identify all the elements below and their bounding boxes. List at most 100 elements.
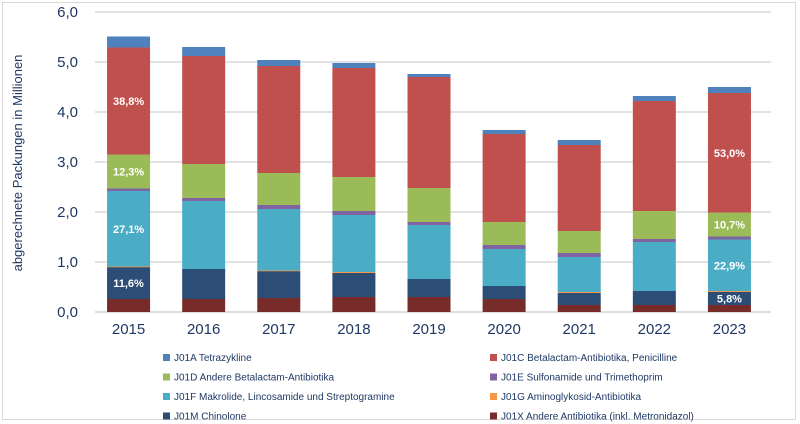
- bar-segment: [332, 272, 376, 273]
- legend-label: J01A Tetrazykline: [174, 353, 252, 364]
- x-tick-label: 2015: [112, 321, 145, 338]
- bar-segment: [182, 164, 226, 198]
- bar-segment: [407, 74, 451, 77]
- legend-swatch: [163, 373, 170, 381]
- data-label: 12,3%: [113, 167, 144, 179]
- bar-segment: [707, 236, 751, 240]
- x-tick-label: 2022: [638, 321, 671, 338]
- bar-segment: [182, 56, 226, 164]
- x-tick-label: 2020: [487, 321, 520, 338]
- bar-segment: [107, 188, 151, 191]
- bar-segment: [107, 299, 151, 312]
- bar-segment: [407, 222, 451, 225]
- legend-swatch: [163, 393, 170, 400]
- x-tick-label: 2023: [713, 321, 746, 338]
- legend-swatch: [490, 393, 497, 400]
- legend-item: J01A Tetrazykline: [163, 353, 252, 364]
- legend-label: J01M Chinolone: [174, 412, 247, 423]
- x-tick-label: 2018: [337, 321, 370, 338]
- data-label: 11,6%: [113, 278, 144, 290]
- bar-segment: [107, 191, 151, 267]
- bar-segment: [632, 96, 676, 101]
- data-label: 5,8%: [717, 294, 742, 306]
- bar-segment: [332, 297, 376, 312]
- bar-segment: [632, 242, 676, 291]
- legend: J01A Tetrazykline J01C Betalactam-Antibio…: [163, 353, 694, 423]
- bar-segment: [107, 267, 151, 299]
- bar-segment: [707, 291, 751, 292]
- bar-segment: [632, 239, 676, 242]
- bar-segment: [257, 209, 301, 271]
- bar-segment: [557, 253, 601, 257]
- legend-item: J01F Makrolide, Lincosamide und Streptog…: [163, 392, 395, 403]
- legend-item: J01M Chinolone: [163, 412, 247, 423]
- legend-label: J01D Andere Betalactam-Antibiotika: [174, 373, 335, 384]
- x-axis-ticks: 2015 2016 2017 2018 2019 2020 2021 2022 2023: [112, 321, 746, 338]
- bar-segment: [482, 249, 526, 286]
- bars: [107, 36, 751, 312]
- y-tick-label: 5,0: [57, 54, 78, 71]
- bar-segment: [632, 291, 676, 305]
- bar-segment: [482, 134, 526, 222]
- data-labels: 38,8% 12,3% 27,1% 11,6% 53,0% 10,7% 22,9% 5,8%: [113, 96, 745, 306]
- data-label: 27,1%: [113, 224, 144, 236]
- bar-segment: [557, 257, 601, 292]
- bar-segment: [482, 299, 526, 312]
- legend-swatch: [490, 354, 497, 361]
- y-tick-label: 4,0: [57, 104, 78, 121]
- legend-swatch: [163, 354, 170, 361]
- bar-segment: [257, 66, 301, 173]
- data-label: 10,7%: [714, 220, 745, 232]
- legend-item: J01G Aminoglykosid-Antibiotika: [490, 392, 642, 403]
- bar-segment: [332, 215, 376, 272]
- bar-segment: [557, 305, 601, 312]
- bar-segment: [107, 154, 151, 189]
- legend-swatch: [490, 373, 497, 381]
- legend-label: J01F Makrolide, Lincosamide und Streptog…: [174, 392, 395, 403]
- data-label: 22,9%: [714, 260, 745, 272]
- legend-swatch: [490, 412, 497, 420]
- bar-segment: [182, 269, 226, 299]
- bar-segment: [332, 211, 376, 215]
- bar-segment: [707, 305, 751, 312]
- bar-segment: [707, 212, 751, 237]
- bar-segment: [557, 292, 601, 293]
- bar-segment: [182, 47, 226, 56]
- bar-segment: [557, 145, 601, 231]
- x-tick-label: 2021: [563, 321, 596, 338]
- data-label: 38,8%: [113, 96, 144, 108]
- bar-segment: [482, 222, 526, 245]
- data-label: 53,0%: [714, 148, 745, 160]
- bar-segment: [182, 198, 226, 201]
- legend-label: J01G Aminoglykosid-Antibiotika: [501, 392, 642, 403]
- legend-swatch: [163, 412, 170, 420]
- bar-segment: [257, 298, 301, 312]
- bar-segment: [632, 211, 676, 239]
- bar-segment: [482, 286, 526, 299]
- bar-segment: [257, 205, 301, 209]
- y-tick-label: 2,0: [57, 204, 78, 221]
- bar-segment: [107, 47, 151, 155]
- y-tick-label: 1,0: [57, 254, 78, 271]
- bar-segment: [332, 177, 376, 211]
- x-tick-label: 2016: [187, 321, 220, 338]
- bar-segment: [407, 225, 451, 279]
- bar-segment: [332, 68, 376, 177]
- legend-item: J01C Betalactam-Antibiotika, Penicilline: [490, 353, 678, 364]
- y-tick-label: 0,0: [57, 304, 78, 321]
- x-tick-label: 2017: [262, 321, 295, 338]
- bar-segment: [707, 292, 751, 305]
- bar-segment: [332, 63, 376, 68]
- bar-segment: [482, 245, 526, 249]
- legend-label: J01X Andere Antibiotika (inkl. Metronida…: [501, 412, 694, 423]
- bar-segment: [407, 77, 451, 188]
- x-tick-label: 2019: [412, 321, 445, 338]
- bar-segment: [257, 173, 301, 205]
- bar-segment: [407, 297, 451, 312]
- bar-segment: [557, 231, 601, 253]
- bar-segment: [407, 188, 451, 222]
- bar-segment: [182, 299, 226, 312]
- bar-segment: [632, 305, 676, 312]
- bar-segment: [632, 101, 676, 211]
